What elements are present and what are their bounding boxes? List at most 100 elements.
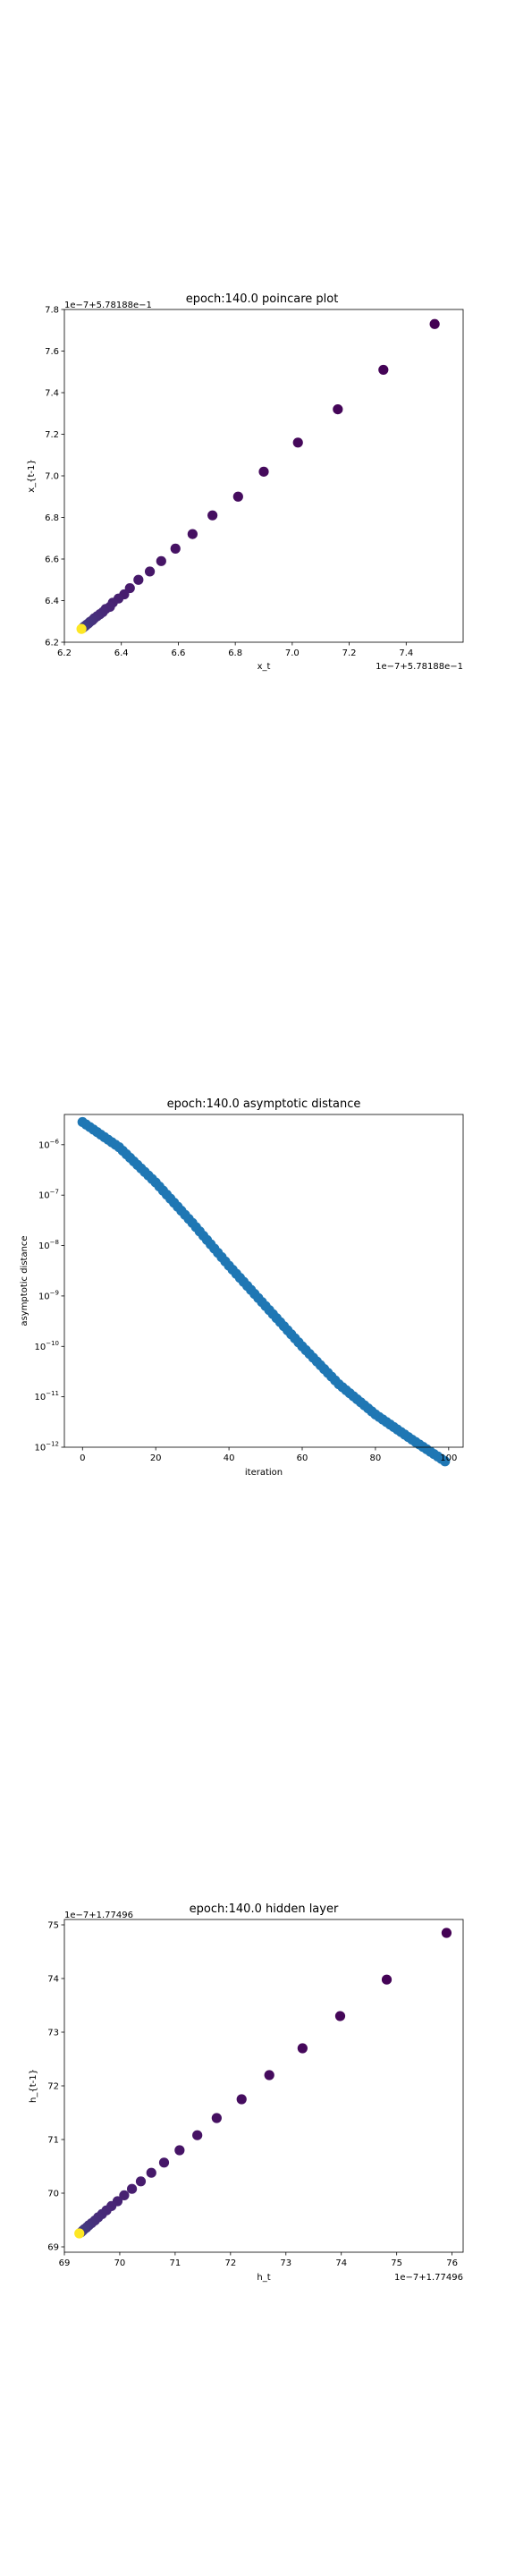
y-tick-label: 74 [47, 1975, 59, 1985]
x-tick-label: 75 [391, 2258, 402, 2268]
hidden-layer-y-ticks: 69 70 71 72 73 74 75 [47, 1921, 64, 2253]
scatter-point [192, 2130, 203, 2140]
scatter-point [258, 466, 269, 477]
scatter-point [144, 566, 156, 577]
scatter-point [297, 2043, 308, 2054]
hidden-layer-y-offset-text: 1e−7+1.77496 [64, 1911, 133, 1920]
x-tick-label: 69 [59, 2258, 71, 2268]
hidden-layer-y-label: h_{t-1} [29, 2069, 38, 2103]
scatter-point [133, 574, 144, 585]
y-tick-label: 7.8 [45, 306, 59, 316]
x-tick-label: 20 [150, 1453, 162, 1463]
asymptotic-y-label: asymptotic distance [20, 1235, 30, 1326]
scatter-point [381, 1974, 393, 1985]
y-tick-label: 7.4 [45, 389, 59, 399]
scatter-point [146, 2167, 156, 2178]
scatter-point [76, 623, 87, 634]
y-tick-label: 71 [47, 2136, 59, 2146]
y-tick-label: 6.6 [45, 555, 59, 565]
x-tick-label: 72 [224, 2258, 236, 2268]
y-tick-label: 10−6 [38, 1138, 60, 1150]
hidden-layer-title: epoch:140.0 hidden layer [190, 1902, 339, 1916]
x-tick-label: 7.0 [285, 648, 300, 658]
hidden-layer-axes-frame [63, 1919, 464, 2253]
poincare-x-ticks: 6.2 6.4 6.6 6.8 7.0 7.2 7.4 [57, 642, 413, 658]
asymptotic-chart: epoch:140.0 asymptotic distance 0 20 40 60 8… [20, 1097, 464, 1478]
y-tick-label: 6.4 [45, 597, 59, 606]
hidden-layer-points [74, 1928, 452, 2239]
x-tick-label: 70 [114, 2258, 126, 2268]
hidden-layer-x-offset-text: 1e−7+1.77496 [394, 2273, 463, 2283]
asymptotic-points [77, 1116, 451, 1467]
asymptotic-x-label: iteration [245, 1468, 283, 1478]
hidden-layer-x-label: h_t [257, 2273, 270, 2283]
asymptotic-title: epoch:140.0 asymptotic distance [167, 1097, 361, 1111]
x-tick-label: 6.4 [114, 648, 129, 658]
asymptotic-y-ticks: 10−12 10−11 10−10 10−9 10−8 10−7 10−6 [34, 1138, 64, 1453]
poincare-chart: epoch:140.0 poincare plot 1e−7+5.78188e−… [27, 292, 464, 672]
poincare-y-ticks: 6.2 6.4 6.6 6.8 7.0 7.2 7.4 7.6 7.8 [45, 306, 64, 648]
x-tick-label: 60 [297, 1453, 308, 1463]
y-tick-label: 10−7 [38, 1189, 59, 1201]
scatter-point [126, 2183, 138, 2194]
scatter-point [441, 1928, 452, 1938]
scatter-point [334, 2011, 346, 2021]
x-tick-label: 76 [446, 2258, 458, 2268]
y-tick-label: 70 [47, 2190, 59, 2199]
poincare-y-label: x_{t-1} [27, 459, 37, 493]
poincare-axes-frame [63, 309, 464, 643]
y-tick-label: 73 [47, 2029, 59, 2038]
scatter-point [158, 2157, 170, 2168]
scatter-point [156, 555, 166, 566]
x-tick-label: 73 [280, 2258, 291, 2268]
y-tick-label: 69 [47, 2243, 59, 2253]
y-tick-label: 72 [47, 2082, 59, 2092]
scatter-point [207, 510, 218, 521]
y-tick-label: 10−9 [38, 1289, 59, 1301]
x-tick-label: 80 [370, 1453, 382, 1463]
x-tick-label: 7.4 [399, 648, 413, 658]
y-tick-label: 75 [47, 1921, 59, 1931]
scatter-point [232, 491, 243, 502]
scatter-point [378, 364, 389, 376]
scatter-point [333, 404, 343, 415]
x-tick-label: 100 [440, 1453, 457, 1463]
x-tick-label: 6.8 [228, 648, 242, 658]
scatter-point [74, 2228, 85, 2239]
x-tick-label: 6.2 [57, 648, 72, 658]
hidden-layer-chart: epoch:140.0 hidden layer 1e−7+1.77496 69… [29, 1902, 464, 2283]
y-tick-label: 6.8 [45, 513, 59, 523]
x-tick-label: 0 [80, 1453, 85, 1463]
y-tick-label: 10−8 [38, 1239, 59, 1251]
asymptotic-x-ticks: 0 20 40 60 80 100 [80, 1447, 457, 1463]
poincare-title: epoch:140.0 poincare plot [186, 292, 339, 306]
y-tick-label: 10−10 [34, 1340, 59, 1352]
scatter-point [211, 2113, 222, 2123]
x-tick-label: 71 [170, 2258, 182, 2268]
y-tick-label: 10−12 [34, 1441, 59, 1453]
y-tick-label: 7.2 [45, 430, 59, 440]
y-tick-label: 7.0 [45, 472, 59, 482]
scatter-point [187, 529, 198, 539]
scatter-point [135, 2176, 147, 2187]
scatter-point [440, 1456, 451, 1467]
poincare-y-offset-text: 1e−7+5.78188e−1 [64, 301, 152, 310]
scatter-point [429, 318, 440, 329]
scatter-point [119, 2190, 130, 2200]
poincare-x-label: x_t [258, 662, 271, 672]
y-tick-label: 6.2 [45, 639, 59, 648]
poincare-x-offset-text: 1e−7+5.78188e−1 [376, 662, 463, 672]
poincare-points [76, 318, 440, 634]
y-tick-label: 10−11 [34, 1390, 59, 1402]
scatter-point [236, 2094, 247, 2105]
hidden-layer-x-ticks: 69 70 71 72 73 74 75 76 [59, 2252, 458, 2268]
x-tick-label: 74 [335, 2258, 347, 2268]
x-tick-label: 6.6 [171, 648, 185, 658]
scatter-point [170, 543, 181, 554]
x-tick-label: 40 [224, 1453, 235, 1463]
scatter-point [174, 2145, 185, 2156]
scatter-point [292, 437, 303, 448]
asymptotic-axes-frame [63, 1114, 464, 1448]
scatter-point [264, 2070, 274, 2080]
